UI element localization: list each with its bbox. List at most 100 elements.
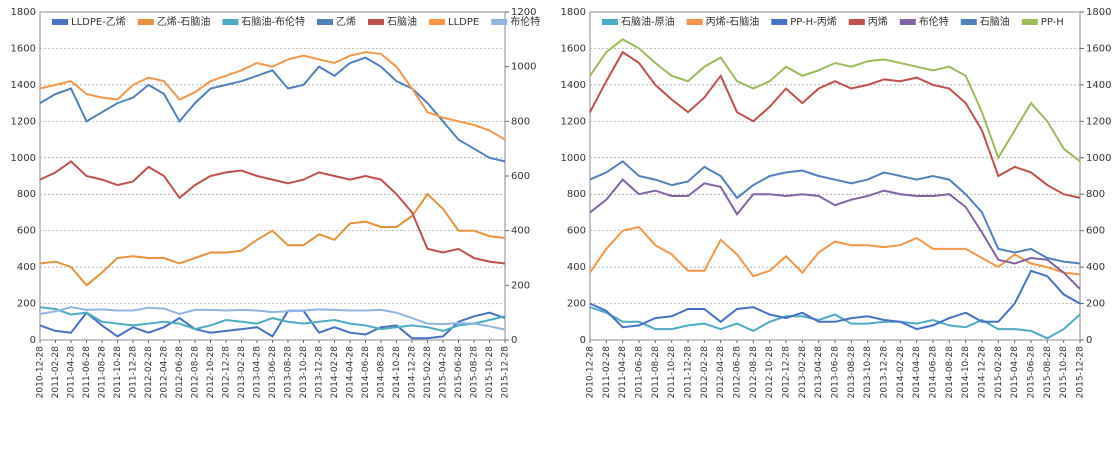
series-line (39, 56, 506, 163)
legend-label: LLDPE (448, 17, 479, 28)
y2-tick-label: 400 (511, 226, 530, 237)
y-tick-label: 600 (17, 226, 36, 237)
x-tick-label: 2012-08-28 (191, 346, 201, 399)
y2-tick-label: 1200 (511, 7, 536, 18)
x-tick-label: 2015-06-28 (454, 346, 464, 399)
x-tick-label: 2013-12-28 (315, 346, 325, 399)
y-tick-label: 1400 (11, 80, 36, 91)
x-tick-label: 2014-10-28 (392, 346, 402, 399)
y-tick-label: 1800 (561, 7, 586, 18)
y-tick-label: 200 (17, 299, 36, 310)
y-tick-label: 1000 (11, 153, 36, 164)
y-tick-label: 600 (567, 226, 586, 237)
legend-label: 布伦特 (510, 15, 540, 28)
y2-tick-label: 800 (511, 116, 530, 127)
y2-tick-label: 1200 (1086, 116, 1111, 127)
series-line (589, 38, 1081, 163)
legend-swatch (771, 19, 788, 25)
legend-swatch (491, 19, 508, 25)
x-tick-label: 2013-08-28 (847, 346, 857, 399)
x-tick-label: 2014-04-28 (912, 346, 922, 399)
y2-tick-label: 1000 (511, 62, 536, 73)
legend-swatch (137, 19, 154, 25)
x-tick-label: 2015-02-28 (994, 346, 1004, 399)
x-tick-label: 2010-12-28 (36, 346, 46, 399)
y-tick-label: 1200 (11, 116, 36, 127)
x-tick-label: 2012-06-28 (733, 346, 743, 399)
y-tick-label: 1800 (11, 7, 36, 18)
series-line (589, 50, 1081, 199)
series-line (39, 160, 506, 265)
legend-swatch (222, 19, 239, 25)
legend-swatch (317, 19, 334, 25)
series-line (589, 160, 1081, 265)
legend-label: PP-H (1041, 17, 1064, 28)
x-tick-label: 2015-04-28 (439, 346, 449, 399)
legend-label: 石脑油-原油 (621, 15, 675, 28)
y2-tick-label: 0 (1086, 335, 1092, 346)
legend-label: 乙烯 (336, 15, 356, 28)
x-tick-label: 2014-06-28 (361, 346, 371, 399)
x-tick-label: 2013-04-28 (253, 346, 263, 399)
x-tick-label: 2015-06-28 (1027, 346, 1037, 399)
y-tick-label: 0 (30, 335, 36, 346)
y-tick-label: 800 (567, 189, 586, 200)
series-line (39, 51, 506, 141)
series-line (589, 269, 1081, 331)
y2-tick-label: 400 (1086, 262, 1105, 273)
x-tick-label: 2011-06-28 (82, 346, 92, 399)
legend-swatch (960, 19, 977, 25)
y2-tick-label: 0 (511, 335, 517, 346)
y-tick-label: 200 (567, 299, 586, 310)
series-line (589, 178, 1081, 290)
legend-label: 石脑油 (387, 15, 417, 28)
y2-tick-label: 1800 (1086, 7, 1111, 18)
y-tick-label: 800 (17, 189, 36, 200)
y2-tick-label: 1400 (1086, 80, 1111, 91)
series-line (589, 225, 1081, 278)
x-tick-label: 2011-12-28 (129, 346, 139, 399)
legend-swatch (602, 19, 618, 25)
y2-tick-label: 600 (1086, 226, 1105, 237)
x-tick-label: 2010-12-28 (586, 346, 596, 399)
x-tick-label: 2012-02-28 (700, 346, 710, 399)
x-tick-label: 2013-02-28 (237, 346, 247, 399)
y-tick-label: 1200 (561, 116, 586, 127)
legend-swatch (52, 19, 68, 25)
y-tick-label: 1600 (561, 43, 586, 54)
x-tick-label: 2015-10-28 (1059, 346, 1069, 399)
legend-label: PP-H-丙烯 (790, 15, 837, 28)
series-line (39, 309, 506, 340)
x-tick-label: 2012-12-28 (222, 346, 232, 399)
plot-area (589, 11, 1081, 341)
x-tick-label: 2013-06-28 (268, 346, 278, 399)
x-tick-label: 2012-10-28 (206, 346, 216, 399)
chart: 0 200 400 600 800 1000 1200 1400 1600 1800 0 200 400… (11, 7, 541, 398)
x-tick-label: 2013-12-28 (880, 346, 890, 399)
x-tick-label: 2014-06-28 (929, 346, 939, 399)
legend-swatch (899, 19, 916, 25)
x-tick-label: 2015-12-28 (1076, 346, 1086, 399)
x-tick-label: 2012-04-28 (160, 346, 170, 399)
legend-swatch (848, 19, 865, 25)
y-tick-label: 0 (580, 335, 586, 346)
x-tick-label: 2014-08-28 (377, 346, 387, 399)
legend-label: LLDPE-乙烯 (71, 15, 126, 28)
x-tick-label: 2011-06-28 (635, 346, 645, 399)
y-tick-label: 400 (567, 262, 586, 273)
plot-area (39, 11, 506, 341)
x-tick-label: 2015-04-28 (1010, 346, 1020, 399)
x-tick-label: 2011-04-28 (618, 346, 628, 399)
x-tick-label: 2011-10-28 (113, 346, 123, 399)
legend-swatch (686, 19, 703, 25)
x-tick-label: 2015-08-28 (1043, 346, 1053, 399)
x-tick-label: 2015-12-28 (501, 346, 511, 399)
x-tick-label: 2015-02-28 (423, 346, 433, 399)
x-tick-label: 2012-02-28 (144, 346, 154, 399)
x-tick-label: 2013-10-28 (299, 346, 309, 399)
x-tick-label: 2013-06-28 (831, 346, 841, 399)
y-tick-label: 400 (17, 262, 36, 273)
x-tick-label: 2014-02-28 (896, 346, 906, 399)
x-tick-label: 2011-02-28 (51, 346, 61, 399)
